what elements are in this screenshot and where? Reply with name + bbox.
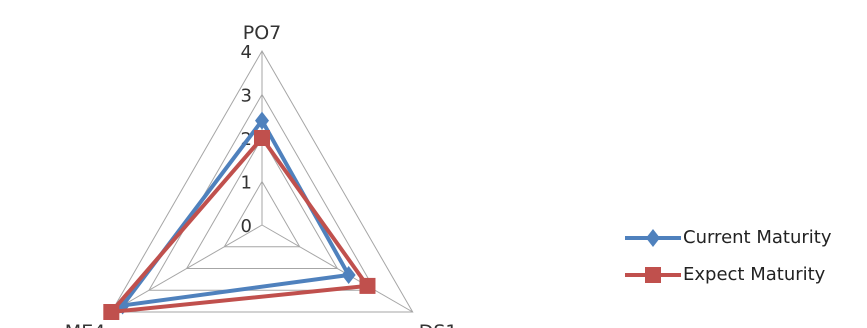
category-label-me4: ME4 [65, 321, 106, 328]
radar-grid [110, 49, 414, 313]
point-expect-maturity-me4 [103, 304, 120, 320]
category-label-ds1: DS1 [419, 321, 458, 328]
category-labels: PO7 DS1 ME4 [65, 22, 458, 328]
tick-label-1: 1 [241, 173, 252, 194]
grid-ring-1 [223, 180, 301, 248]
tick-label-3: 3 [241, 86, 252, 107]
point-expect-maturity-po7 [254, 130, 270, 146]
grid-ring-4 [110, 49, 414, 313]
grid-spoke-me4 [111, 224, 263, 313]
point-current-maturity-ds1 [341, 266, 356, 285]
grid-ring-2 [185, 136, 339, 269]
tick-label-0: 0 [241, 216, 252, 237]
legend-swatch-current-maturity [625, 228, 681, 247]
category-label-po7: PO7 [243, 22, 282, 44]
legend-item-expect-maturity: Expect Maturity [625, 256, 831, 293]
point-current-maturity-po7 [255, 111, 269, 130]
point-expect-maturity-ds1 [359, 277, 376, 294]
tick-label-4: 4 [241, 42, 252, 63]
legend-label-current-maturity: Current Maturity [683, 227, 832, 248]
series-line-expect-maturity [109, 136, 370, 314]
grid-spoke-ds1 [261, 224, 413, 313]
legend-label-expect-maturity: Expect Maturity [683, 264, 826, 285]
chart-legend: Current Maturity Expect Maturity [625, 219, 831, 293]
radar-series [103, 111, 376, 320]
legend-item-current-maturity: Current Maturity [625, 219, 831, 256]
legend-swatch-expect-maturity [625, 266, 681, 283]
